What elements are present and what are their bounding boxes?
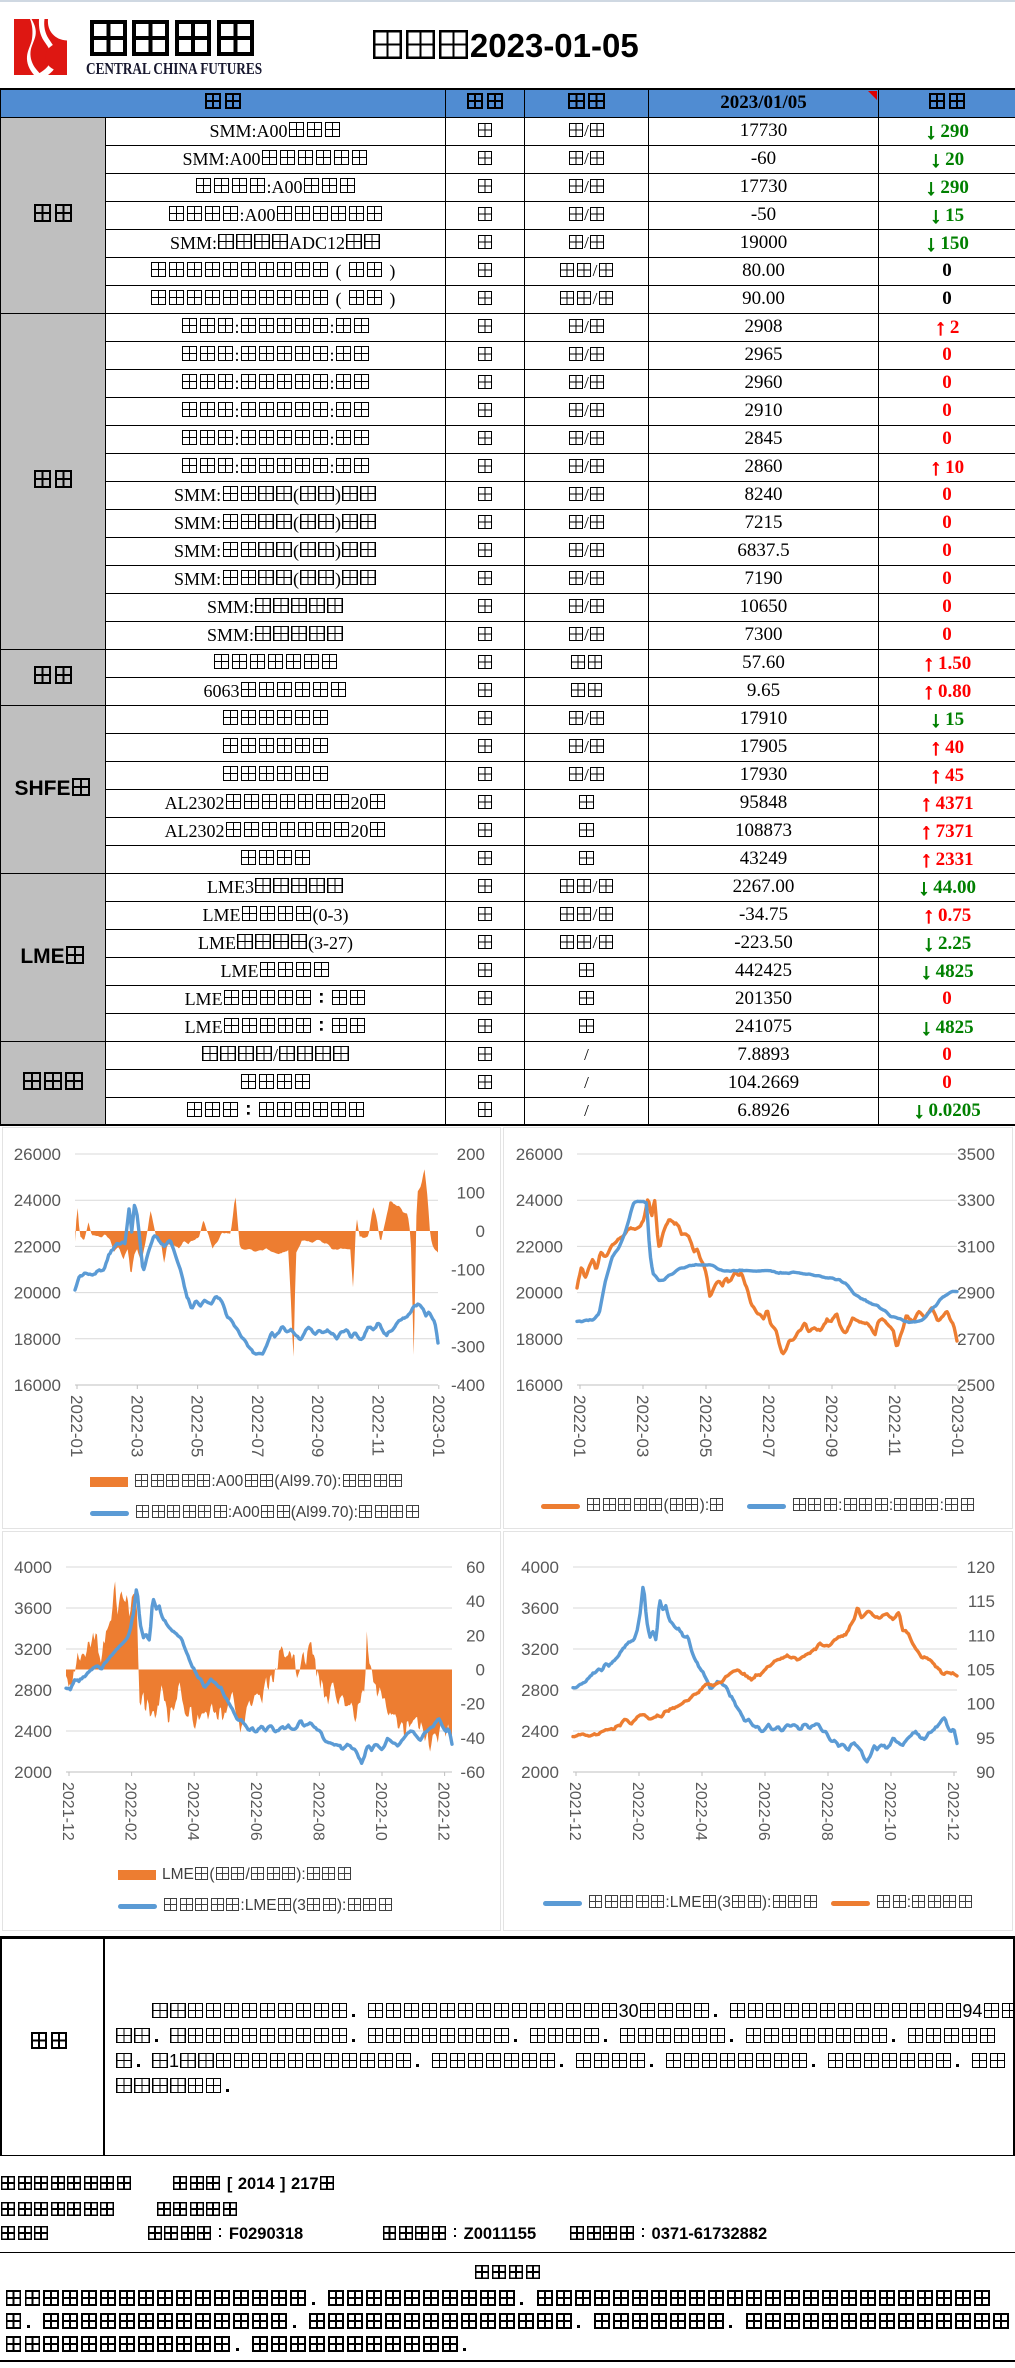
svg-text:4000: 4000 (521, 1558, 559, 1577)
svg-text:26000: 26000 (516, 1145, 563, 1164)
svg-text:2000: 2000 (14, 1763, 52, 1782)
svg-text:200: 200 (457, 1145, 485, 1164)
svg-text:2022-02: 2022-02 (629, 1782, 646, 1841)
svg-text:2022-10: 2022-10 (881, 1782, 898, 1841)
svg-text:100: 100 (967, 1695, 995, 1714)
svg-text:2900: 2900 (957, 1284, 995, 1303)
svg-text:2022-01: 2022-01 (67, 1395, 86, 1457)
svg-text:22000: 22000 (516, 1237, 563, 1256)
svg-text:20000: 20000 (516, 1284, 563, 1303)
svg-text:2022-09: 2022-09 (308, 1395, 327, 1457)
svg-text:3500: 3500 (957, 1145, 995, 1164)
svg-text:2022-01: 2022-01 (570, 1395, 589, 1457)
svg-text:2022-05: 2022-05 (696, 1395, 715, 1457)
svg-text:24000: 24000 (516, 1191, 563, 1210)
svg-text:18000: 18000 (14, 1330, 61, 1349)
svg-text:40: 40 (466, 1592, 485, 1611)
svg-text:3600: 3600 (14, 1599, 52, 1618)
svg-text:110: 110 (968, 1626, 995, 1645)
svg-text:2022-07: 2022-07 (759, 1395, 778, 1457)
svg-text:20000: 20000 (14, 1284, 61, 1303)
svg-text:3200: 3200 (521, 1640, 559, 1659)
svg-text:0: 0 (476, 1222, 485, 1241)
svg-text:20: 20 (466, 1626, 485, 1645)
svg-text:2022-04: 2022-04 (692, 1782, 709, 1841)
svg-text:3300: 3300 (957, 1191, 995, 1210)
svg-text:-40: -40 (460, 1729, 485, 1748)
svg-text:16000: 16000 (516, 1376, 563, 1395)
svg-text:115: 115 (968, 1592, 995, 1611)
svg-text:2022-11: 2022-11 (369, 1395, 388, 1456)
svg-text:95: 95 (976, 1729, 995, 1748)
svg-text:2400: 2400 (14, 1722, 52, 1741)
svg-text:2400: 2400 (521, 1722, 559, 1741)
svg-text:2022-08: 2022-08 (818, 1782, 835, 1841)
svg-text:24000: 24000 (14, 1191, 61, 1210)
svg-text:2000: 2000 (521, 1763, 559, 1782)
svg-text:2022-02: 2022-02 (122, 1782, 139, 1841)
svg-text:2022-07: 2022-07 (248, 1395, 267, 1457)
svg-text:90: 90 (976, 1763, 995, 1782)
svg-text:-20: -20 (460, 1695, 485, 1714)
svg-text:16000: 16000 (14, 1376, 61, 1395)
svg-text:3200: 3200 (14, 1640, 52, 1659)
svg-text:2022-05: 2022-05 (188, 1395, 207, 1457)
svg-text:2022-03: 2022-03 (633, 1395, 652, 1457)
svg-text:22000: 22000 (14, 1237, 61, 1256)
svg-text:2022-03: 2022-03 (127, 1395, 146, 1457)
svg-text:2022-06: 2022-06 (755, 1782, 772, 1841)
svg-text:2023-01: 2023-01 (429, 1395, 448, 1457)
svg-text:-300: -300 (451, 1338, 485, 1357)
svg-text:2022-08: 2022-08 (309, 1782, 326, 1841)
svg-text:2022-12: 2022-12 (944, 1782, 961, 1841)
svg-text:2800: 2800 (14, 1681, 52, 1700)
svg-text:3600: 3600 (521, 1599, 559, 1618)
svg-text:-200: -200 (451, 1299, 485, 1318)
svg-text:100: 100 (457, 1184, 485, 1203)
svg-text:105: 105 (967, 1661, 995, 1680)
svg-text:2022-10: 2022-10 (372, 1782, 389, 1841)
svg-text:2022-11: 2022-11 (885, 1395, 904, 1456)
svg-text:4000: 4000 (14, 1558, 52, 1577)
svg-text:2500: 2500 (957, 1376, 995, 1395)
svg-text:-400: -400 (451, 1376, 485, 1395)
svg-text:2022-09: 2022-09 (822, 1395, 841, 1457)
svg-text:2022-04: 2022-04 (184, 1782, 201, 1841)
svg-text:3100: 3100 (957, 1237, 995, 1256)
svg-text:18000: 18000 (516, 1330, 563, 1349)
svg-text:0: 0 (476, 1661, 485, 1680)
svg-text:26000: 26000 (14, 1145, 61, 1164)
svg-text:2022-12: 2022-12 (435, 1782, 452, 1841)
svg-text:-100: -100 (451, 1261, 485, 1280)
svg-text:120: 120 (967, 1558, 995, 1577)
svg-text:60: 60 (466, 1558, 485, 1577)
svg-text:2700: 2700 (957, 1330, 995, 1349)
svg-text:2021-12: 2021-12 (566, 1782, 583, 1841)
svg-text:2021-12: 2021-12 (59, 1782, 76, 1841)
svg-text:2022-06: 2022-06 (247, 1782, 264, 1841)
svg-text:2800: 2800 (521, 1681, 559, 1700)
svg-text:2023-01: 2023-01 (948, 1395, 967, 1457)
svg-text:-60: -60 (460, 1763, 485, 1782)
